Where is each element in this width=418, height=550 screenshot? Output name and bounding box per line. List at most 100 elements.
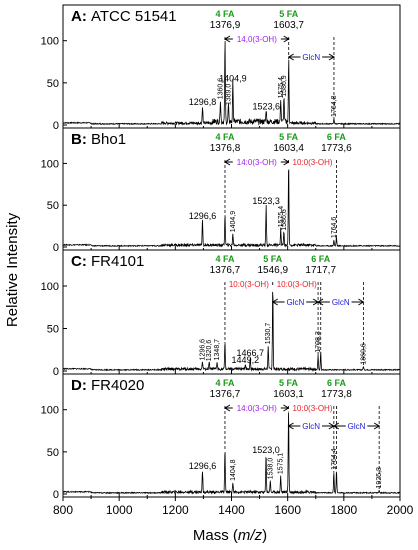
ion-mass-label: 1376,9 [210, 20, 241, 31]
panel-title: A: ATCC 51541 [71, 8, 177, 25]
bracket-label: 10:0(3-OH) [292, 404, 332, 413]
bracket-label: 14:0(3-OH) [237, 404, 277, 413]
peak-label: 1708,3 [315, 331, 322, 353]
bracket-label-bg [224, 279, 273, 289]
ion-fa-label: 6 FA [311, 254, 331, 264]
y-tick-label: 0 [53, 120, 59, 132]
ion-fa-label: 4 FA [215, 378, 235, 388]
peak-label: 1404,9 [230, 211, 237, 233]
y-tick-label: 50 [47, 78, 59, 90]
bracket-label-bg [345, 421, 368, 431]
panel-title: C: FR4101 [71, 253, 144, 270]
peak-label: 1575,4 [278, 77, 285, 99]
panel-d: 0 50 100 D: FR4020 1296,6 1404,8 1523,0 1538,0 1… [41, 373, 401, 501]
y-tick-label: 100 [41, 281, 59, 293]
bracket-label-bg [232, 403, 281, 413]
ion-mass-label: 1376,7 [210, 265, 241, 276]
bracket-label: GlcN [332, 298, 350, 307]
y-tick-label: 100 [41, 158, 59, 170]
peak-label: 1575,1 [278, 453, 285, 475]
spectrum-line [62, 411, 401, 495]
ion-mass-label: 1773,8 [321, 389, 352, 400]
ion-fa-label: 5 FA [279, 132, 299, 142]
panel-b: 0 50 100 B: Bho1 1296,6 1404,9 1523,31575,4158… [41, 127, 401, 254]
panel-title-letter: B: [71, 131, 91, 148]
bracket-arrow-left [271, 298, 279, 306]
y-tick-label: 0 [53, 366, 59, 378]
bracket-label: GlcN [348, 422, 366, 431]
peak-label: 1296,6 [199, 339, 206, 361]
peak-label: 1389,0 [225, 84, 232, 106]
ion-fa-label: 6 FA [327, 132, 347, 142]
bracket-label: 10:0(3-OH) [293, 158, 333, 167]
x-tick-label: 2000 [387, 503, 414, 517]
panel-title-name: FR4101 [91, 253, 144, 270]
bracket-label: 14:0(3-OH) [237, 158, 277, 167]
ion-mass-label: 1376,7 [210, 389, 241, 400]
ion-fa-label: 5 FA [263, 254, 283, 264]
bracket-label: 14,0(3-OH) [237, 35, 277, 44]
x-tick-label: 1400 [218, 503, 245, 517]
bracket-label-bg [329, 297, 352, 307]
peak-label: 1523,3 [252, 196, 280, 206]
ion-mass-label: 1603,1 [273, 389, 304, 400]
x-tick-label: 1600 [274, 503, 301, 517]
x-tick-label: 1200 [162, 503, 189, 517]
bracket-label-bg [288, 403, 337, 413]
bracket-label-bg [300, 52, 323, 62]
bracket-label: GlcN [302, 53, 320, 62]
x-tick-label: 800 [53, 503, 73, 517]
x-tick-label: 1000 [106, 503, 133, 517]
x-axis-label: Mass (m/z) [193, 527, 267, 544]
x-axis-label-prefix: Mass ( [193, 527, 238, 544]
y-tick-label: 0 [53, 489, 59, 501]
ion-fa-label: 4 FA [215, 132, 235, 142]
panel-title-letter: D: [71, 377, 91, 394]
peak-label: 1404,8 [230, 459, 237, 481]
peak-label: 1575,4 [278, 206, 285, 228]
ion-fa-label: 4 FA [216, 9, 236, 19]
peak-label: 1586,6 [281, 209, 288, 231]
panel-title-name: ATCC 51541 [91, 8, 177, 25]
peak-label: 1296,6 [189, 461, 217, 471]
ion-mass-label: 1603,4 [273, 143, 304, 154]
panel-title-letter: A: [71, 8, 91, 25]
ion-fa-label: 6 FA [327, 378, 347, 388]
ion-mass-label: 1773,6 [321, 143, 352, 154]
bracket-arrow-left [287, 422, 294, 430]
peak-label: 1586,9 [281, 75, 288, 97]
panel-title-name: Bho1 [91, 131, 126, 148]
peak-label: 1538,0 [267, 458, 274, 480]
bracket-label-bg [284, 297, 307, 307]
x-axis: 800 1000 1200 1400 1600 1800 2000 [53, 497, 414, 517]
bracket-label: 10:0(3-OH) [277, 280, 317, 289]
panel-title-letter: C: [71, 253, 91, 270]
peak-label: 1360,6 [217, 78, 224, 100]
peak-label: 1296,8 [189, 97, 217, 107]
peak-label: 1764,8 [331, 95, 338, 117]
bracket-label: GlcN [287, 298, 305, 307]
peak-label: 1449,2 [232, 355, 260, 365]
ion-mass-label: 1717,7 [305, 265, 336, 276]
ion-fa-label: 5 FA [279, 378, 299, 388]
peak-label: 1404,9 [219, 74, 247, 84]
ion-mass-label: 1546,9 [257, 265, 288, 276]
bracket-label-bg [300, 421, 322, 431]
panel-title: D: FR4020 [71, 377, 144, 394]
peak-label: 1523,0 [252, 445, 280, 455]
ion-mass-label: 1376,8 [210, 143, 241, 154]
bracket-label-bg [232, 34, 281, 44]
ion-mass-label: 1603,7 [273, 20, 304, 31]
peak-label: 1925,8 [376, 467, 383, 489]
y-tick-label: 50 [47, 200, 59, 212]
y-tick-label: 50 [47, 324, 59, 336]
y-tick-label: 0 [53, 242, 59, 254]
spectrum-line [62, 291, 400, 372]
y-tick-label: 100 [41, 405, 59, 417]
bracket-label: GlcN [302, 422, 320, 431]
x-axis-label-suffix: ) [262, 527, 267, 544]
bracket-label-bg [232, 157, 281, 167]
peak-label: 1348,7 [214, 339, 221, 361]
